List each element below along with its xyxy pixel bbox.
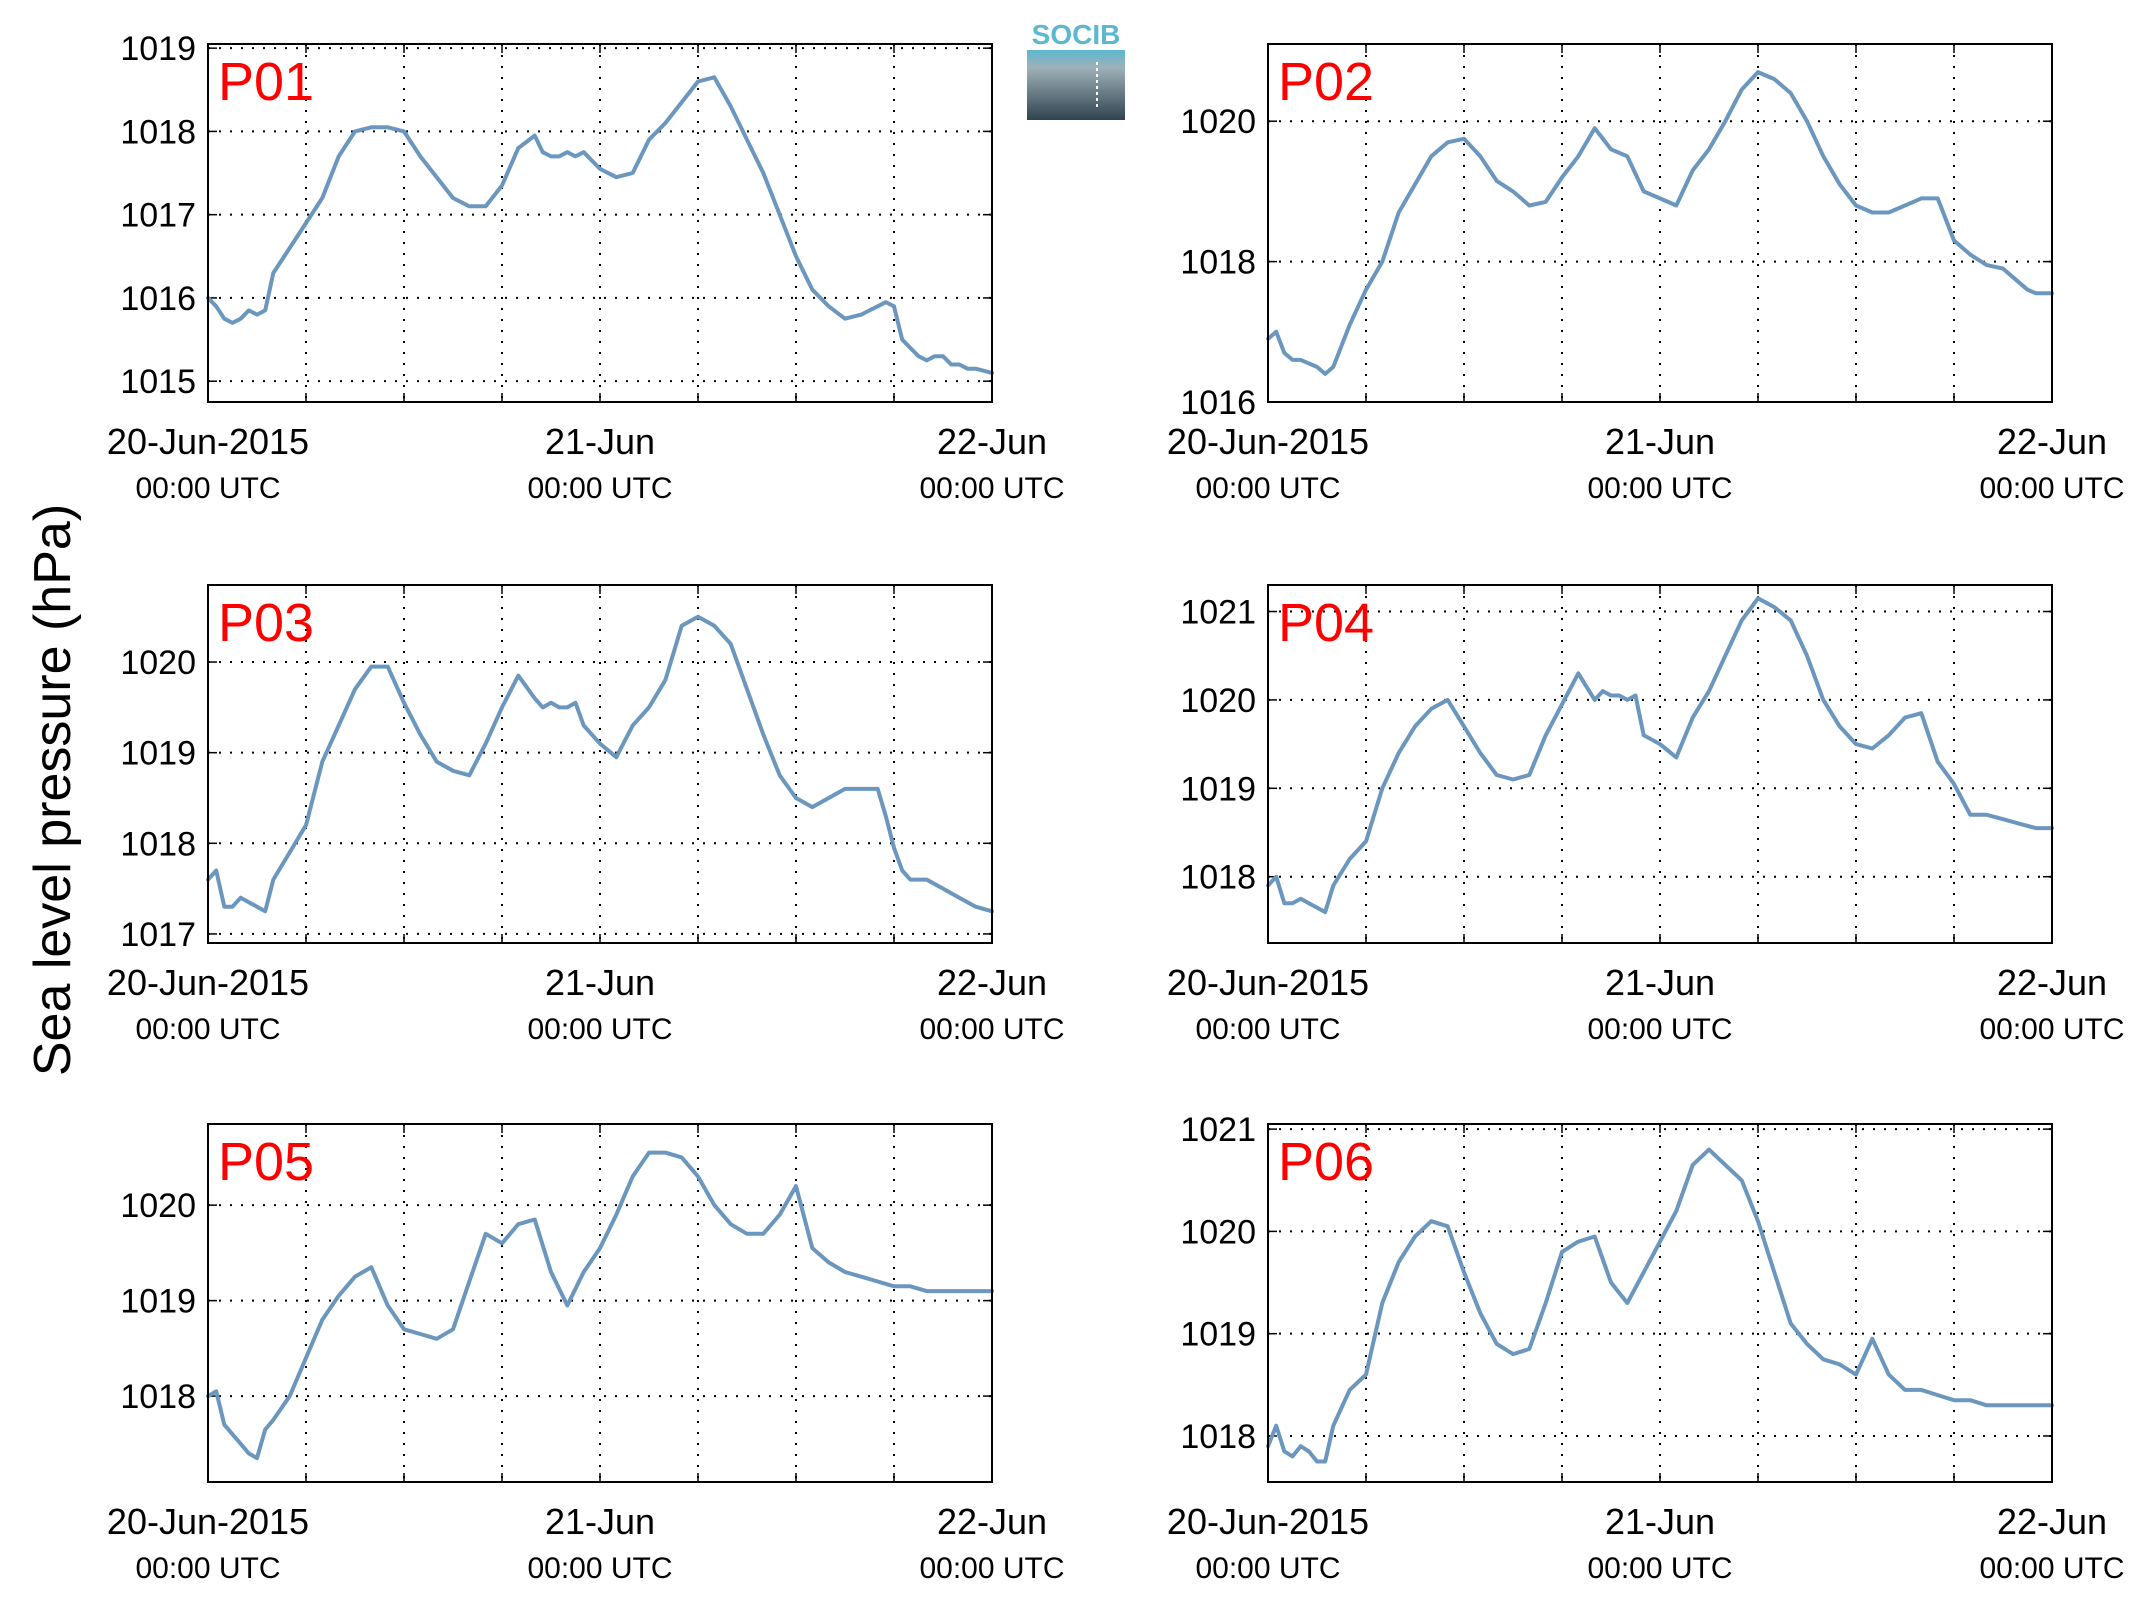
- x-tick-time: 00:00 UTC: [919, 472, 1064, 505]
- panel-label: P04: [1278, 593, 1374, 653]
- panel-p06: 1018 1019 1020 1021 P06 20-Jun-2015 00:00 UTC 2…: [1167, 1111, 2125, 1585]
- panel-p01: 1015 1016 1017 1018 1019 P01 20-Jun-2015 00:00 …: [107, 30, 1065, 505]
- y-tick-label: 1021: [1180, 594, 1256, 632]
- y-tick-label: 1018: [120, 825, 196, 863]
- y-tick-label: 1020: [1180, 103, 1256, 141]
- x-tick-time: 00:00 UTC: [135, 472, 280, 505]
- y-tick-label: 1017: [120, 916, 196, 954]
- logo-text: SOCIB: [1032, 19, 1121, 50]
- panel-p05: 1018 1019 1020 P05 20-Jun-2015 00:00 UTC 21-Ju…: [107, 1123, 1065, 1585]
- series-line: [206, 75, 994, 375]
- panel-p03: 1017 1018 1019 1020 P03 20-Jun-2015 00:00 UTC 2…: [107, 584, 1065, 1046]
- x-tick-time: 00:00 UTC: [1587, 1552, 1732, 1585]
- socib-logo: SOCIB: [1027, 19, 1125, 120]
- x-tick-time: 00:00 UTC: [1195, 1013, 1340, 1046]
- y-tick-label: 1019: [120, 30, 196, 68]
- y-tick-label: 1020: [120, 1187, 196, 1225]
- x-tick-time: 00:00 UTC: [1195, 472, 1340, 505]
- x-tick-time: 00:00 UTC: [1979, 1013, 2124, 1046]
- axes-frame: [1267, 1123, 2053, 1483]
- x-tick-date: 20-Jun-2015: [1167, 962, 1369, 1003]
- x-tick-time: 00:00 UTC: [527, 1013, 672, 1046]
- x-tick-date: 21-Jun: [545, 962, 655, 1003]
- x-tick-date: 22-Jun: [1997, 962, 2107, 1003]
- x-tick-date: 22-Jun: [937, 421, 1047, 462]
- y-tick-label: 1020: [1180, 1213, 1256, 1251]
- x-tick-time: 00:00 UTC: [919, 1552, 1064, 1585]
- axes-frame: [1267, 584, 2053, 944]
- y-tick-label: 1015: [120, 363, 196, 401]
- x-tick-date: 21-Jun: [1605, 962, 1715, 1003]
- x-tick-time: 00:00 UTC: [1587, 472, 1732, 505]
- axes-frame: [207, 1123, 993, 1483]
- y-tick-label: 1020: [1180, 682, 1256, 720]
- x-tick-date: 21-Jun: [545, 1501, 655, 1542]
- x-tick-date: 21-Jun: [1605, 1501, 1715, 1542]
- y-tick-label: 1018: [120, 113, 196, 151]
- series-line: [206, 1150, 994, 1461]
- axes-frame: [207, 584, 993, 944]
- series-line: [1266, 1147, 2054, 1464]
- series-line: [206, 614, 994, 914]
- x-tick-time: 00:00 UTC: [1979, 472, 2124, 505]
- panel-label: P05: [218, 1132, 314, 1192]
- x-tick-time: 00:00 UTC: [1195, 1552, 1340, 1585]
- x-tick-time: 00:00 UTC: [527, 472, 672, 505]
- x-tick-date: 20-Jun-2015: [107, 421, 309, 462]
- y-tick-label: 1021: [1180, 1111, 1256, 1149]
- series-line: [1266, 596, 2054, 915]
- panel-label: P03: [218, 593, 314, 653]
- x-tick-date: 22-Jun: [1997, 1501, 2107, 1542]
- x-tick-time: 00:00 UTC: [527, 1552, 672, 1585]
- panel-p04: 1018 1019 1020 1021 P04 20-Jun-2015 00:00 UTC 2…: [1167, 584, 2125, 1046]
- x-tick-time: 00:00 UTC: [919, 1013, 1064, 1046]
- axes-frame: [1267, 43, 2053, 403]
- y-tick-label: 1018: [1180, 1418, 1256, 1456]
- y-axis-label: Sea level pressure (hPa): [24, 504, 82, 1076]
- y-tick-label: 1018: [120, 1378, 196, 1416]
- series-line: [1266, 70, 2054, 376]
- x-tick-date: 22-Jun: [1997, 421, 2107, 462]
- y-tick-label: 1016: [120, 280, 196, 318]
- x-tick-date: 21-Jun: [545, 421, 655, 462]
- x-tick-time: 00:00 UTC: [135, 1552, 280, 1585]
- panel-label: P06: [1278, 1132, 1374, 1192]
- axes-frame: [207, 43, 993, 403]
- x-tick-time: 00:00 UTC: [135, 1013, 280, 1046]
- y-tick-label: 1020: [120, 644, 196, 682]
- y-tick-label: 1017: [120, 197, 196, 235]
- panel-label: P02: [1278, 52, 1374, 112]
- x-tick-date: 20-Jun-2015: [107, 962, 309, 1003]
- x-tick-date: 22-Jun: [937, 962, 1047, 1003]
- y-tick-label: 1018: [1180, 244, 1256, 282]
- x-tick-date: 20-Jun-2015: [1167, 1501, 1369, 1542]
- panel-label: P01: [218, 52, 314, 112]
- panel-p02: 1016 1018 1020 P02 20-Jun-2015 00:00 UTC 21-Ju…: [1167, 43, 2125, 505]
- x-tick-date: 21-Jun: [1605, 421, 1715, 462]
- y-tick-label: 1016: [1180, 384, 1256, 422]
- y-tick-label: 1019: [1180, 1316, 1256, 1354]
- x-tick-date: 20-Jun-2015: [1167, 421, 1369, 462]
- y-tick-label: 1019: [1180, 770, 1256, 808]
- x-tick-time: 00:00 UTC: [1979, 1552, 2124, 1585]
- y-tick-label: 1019: [120, 1283, 196, 1321]
- x-tick-date: 22-Jun: [937, 1501, 1047, 1542]
- y-tick-label: 1018: [1180, 859, 1256, 897]
- panels-container: 1015 1016 1017 1018 1019 P01 20-Jun-2015 00:00 …: [107, 30, 2125, 1585]
- x-tick-date: 20-Jun-2015: [107, 1501, 309, 1542]
- y-tick-label: 1019: [120, 735, 196, 773]
- x-tick-time: 00:00 UTC: [1587, 1013, 1732, 1046]
